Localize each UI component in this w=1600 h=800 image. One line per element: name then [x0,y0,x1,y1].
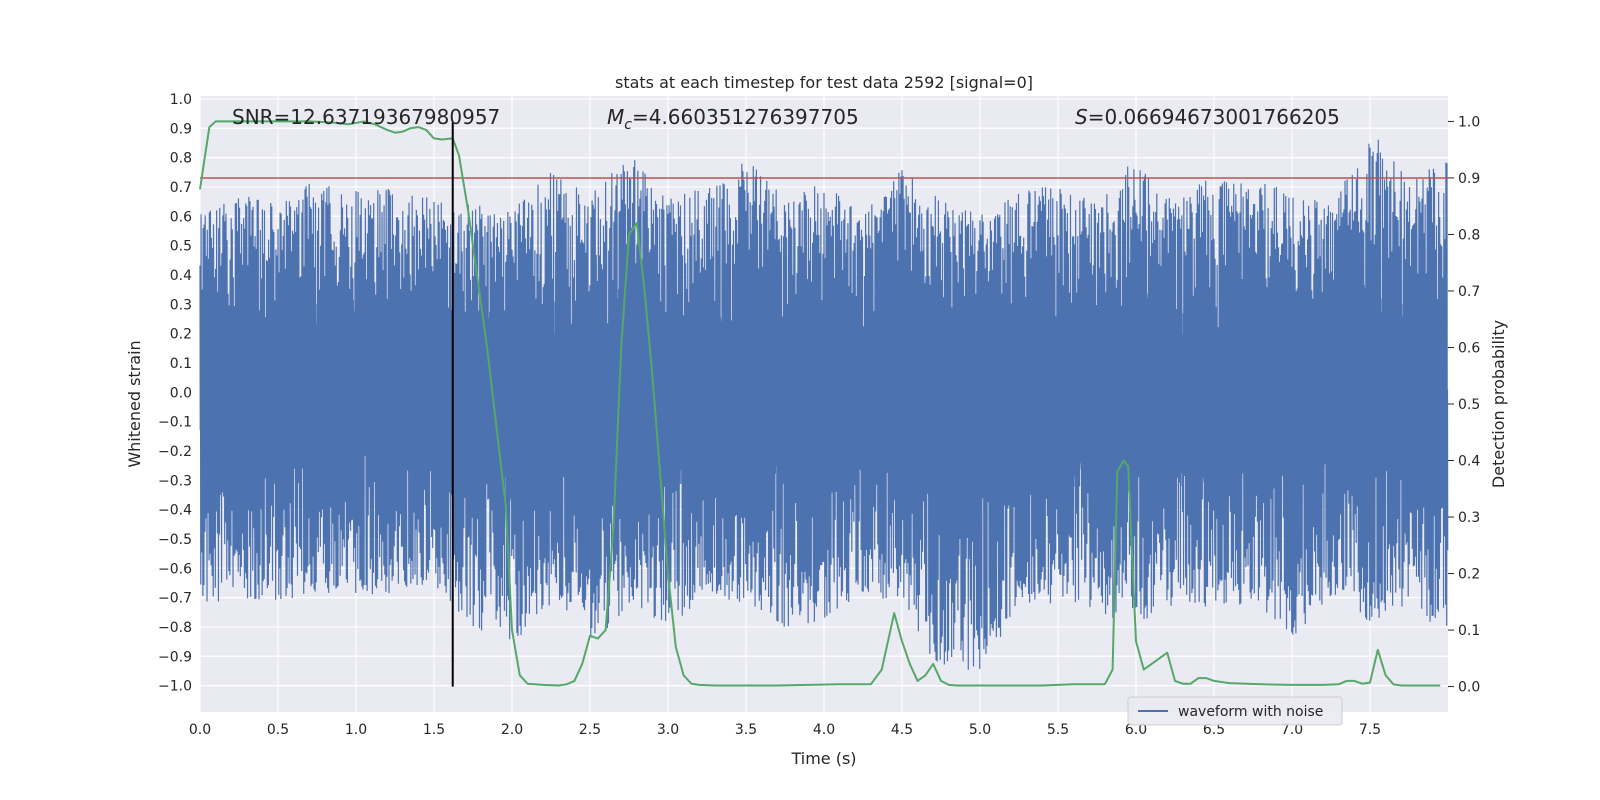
waveform-series [199,139,1449,670]
x-tick-label: 3.5 [735,722,757,738]
x-tick-label: 0.5 [267,722,289,738]
x-tick-label: 2.5 [579,722,601,738]
y-right-tick-label: 0.4 [1458,454,1480,470]
chirp-mass-annotation: Mc=4.660351276397705 [607,105,859,133]
y-left-tick-label: −0.9 [158,649,192,665]
s-symbol: S [1075,105,1088,129]
overlay-series [199,120,1448,687]
x-axis-label: Time (s) [790,749,856,768]
y-right-tick-label: 0.9 [1458,171,1480,187]
y-left-tick-label: −0.4 [158,503,192,519]
y-right-tick-label: 0.0 [1458,680,1480,696]
x-tick-label: 1.0 [345,722,367,738]
y-right-tick-label: 0.3 [1458,510,1480,526]
legend-entry: waveform with noise [1178,704,1323,720]
x-tick-label: 6.5 [1203,722,1225,738]
y-left-tick-label: −0.6 [158,561,192,577]
y-left-tick-label: 0.3 [170,297,192,313]
chart-title: stats at each timestep for test data 259… [615,73,1033,92]
x-tick-label: 1.5 [423,722,445,738]
x-tick-label: 6.0 [1125,722,1147,738]
y-left-tick-label: 0.8 [170,151,192,167]
chirp-mass-symbol: M [607,105,624,129]
y-left-tick-label: 0.4 [170,268,192,284]
x-tick-label: 2.0 [501,722,523,738]
y-left-tick-label: 1.0 [170,92,192,108]
chirp-mass-subscript: c [624,117,632,133]
y-right-tick-label: 0.6 [1458,340,1480,356]
y-axis-left: 1.0 0.9 0.8 0.7 0.6 0.5 0.4 0.3 0.2 0.1 0.0 −0.1 −0.… [158,92,192,695]
x-tick-label: 7.5 [1359,722,1381,738]
snr-annotation: SNR=12.63719367980957 [232,105,500,129]
y-left-tick-label: 0.5 [170,239,192,255]
y-left-tick-label: −0.7 [158,591,192,607]
s-value: =0.06694673001766205 [1088,105,1340,129]
y-left-tick-label: 0.0 [170,385,192,401]
x-tick-label: 0.0 [189,722,211,738]
x-tick-label: 4.5 [891,722,913,738]
chirp-mass-value: =4.660351276397705 [632,105,859,129]
y-right-tick-label: 0.1 [1458,623,1480,639]
x-tick-label: 5.5 [1047,722,1069,738]
legend: waveform with noise [1127,696,1343,726]
detection-probability-line [199,120,1441,687]
y-left-tick-label: 0.7 [170,180,192,196]
y-left-tick-label: −0.1 [158,415,192,431]
y-left-tick-label: 0.1 [170,356,192,372]
waveform-with-noise-line [199,139,1449,670]
y-right-tick-label: 0.5 [1458,397,1480,413]
y-right-tick-label: 0.2 [1458,567,1480,583]
x-tick-label: 5.0 [969,722,991,738]
x-tick-label: 7.0 [1281,722,1303,738]
x-tick-label: 3.0 [657,722,679,738]
y-left-tick-label: −1.0 [158,679,192,695]
y-right-tick-label: 0.8 [1458,227,1480,243]
y-axis-right: 1.0 0.9 0.8 0.7 0.6 0.5 0.4 0.3 0.2 0.1 0.0 [1448,114,1480,696]
y-right-tick-label: 1.0 [1458,114,1480,130]
s-annotation: S=0.06694673001766205 [1075,105,1340,129]
y-axis-right-label: Detection probability [1489,320,1508,488]
y-left-tick-label: −0.8 [158,620,192,636]
y-left-tick-label: −0.2 [158,444,192,460]
y-left-tick-label: −0.5 [158,532,192,548]
x-axis: 0.0 0.5 1.0 1.5 2.0 2.5 3.0 3.5 4.0 4.5 5.0 5.5 6.0 6… [189,722,1381,738]
x-tick-label: 4.0 [813,722,835,738]
y-axis-left-label: Whitened strain [125,340,144,467]
y-left-tick-label: −0.3 [158,473,192,489]
y-left-tick-label: 0.9 [170,121,192,137]
y-right-tick-label: 0.7 [1458,284,1480,300]
legend-box [1127,696,1343,726]
y-left-tick-label: 0.6 [170,209,192,225]
y-left-tick-label: 0.2 [170,327,192,343]
